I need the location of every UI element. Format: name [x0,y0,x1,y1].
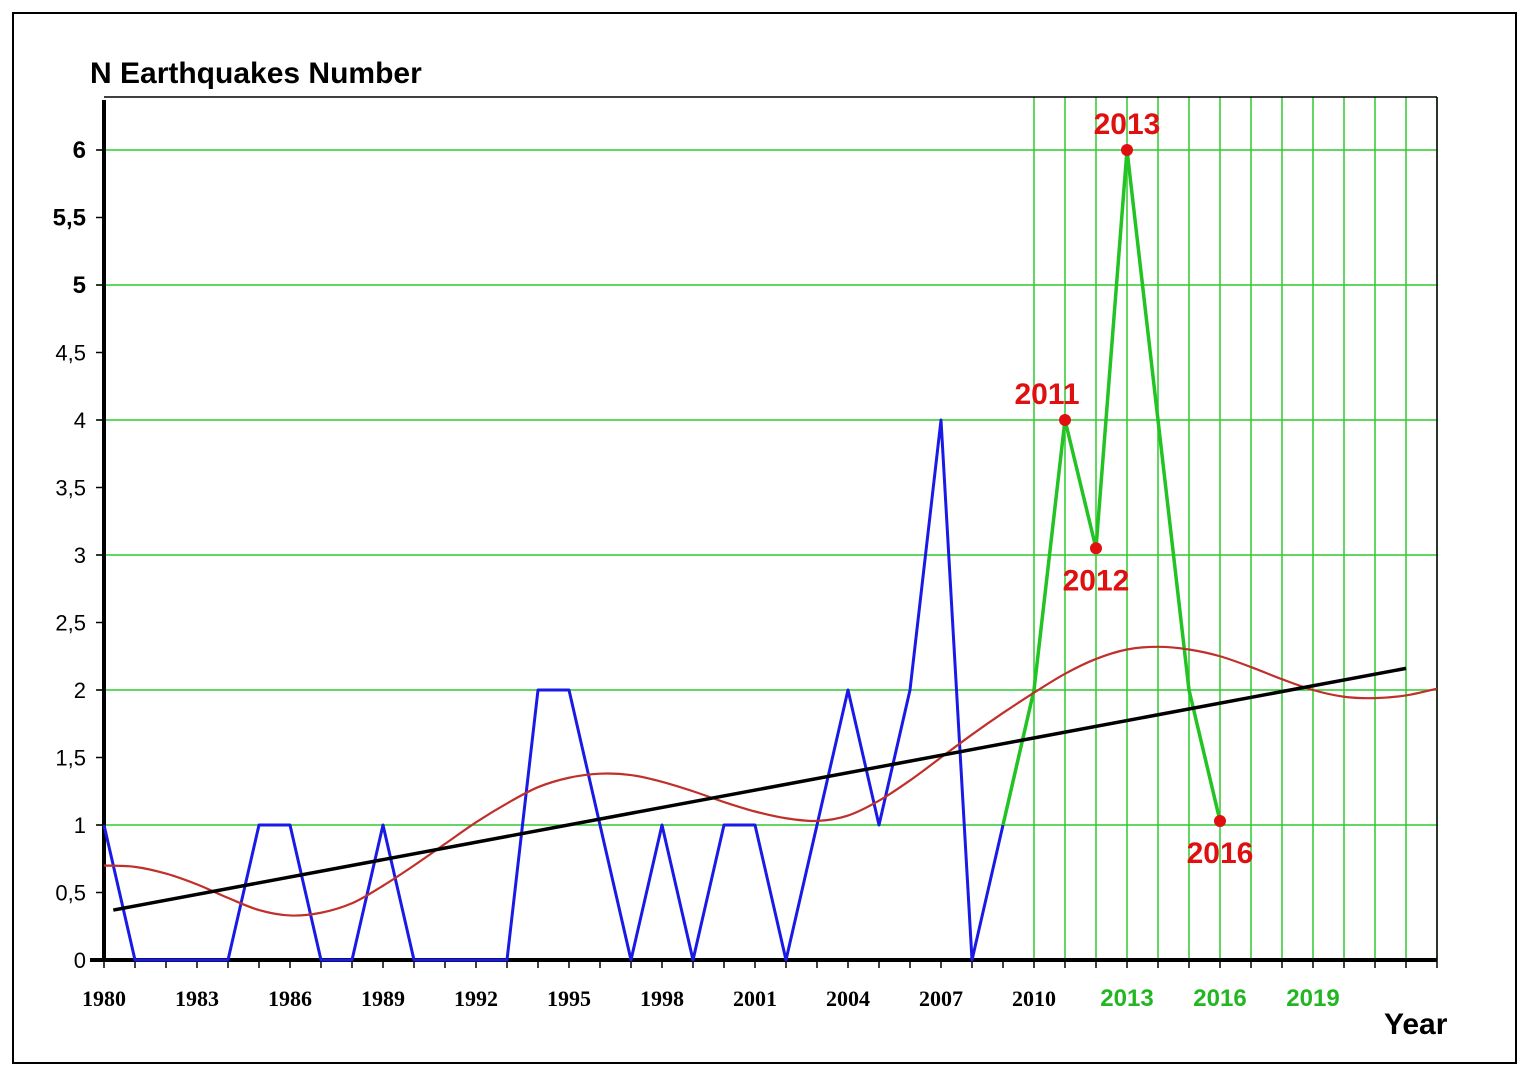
annotation-point-2012 [1090,542,1102,555]
x-tick-label: 1980 [82,986,126,1011]
x-axis-label: Year [1384,1008,1448,1041]
data-series [102,148,1438,962]
y-tick-label: 2,5 [55,611,86,636]
series-line-observed [102,418,1005,962]
chart-frame [12,12,1517,1064]
x-tick-label: 1989 [361,986,405,1011]
x-tick-label: 1998 [640,986,684,1011]
y-tick-label: 3,5 [55,476,86,501]
x-axis-ticks: 1980 1983 1986 1989 1992 1995 1998 2001 2004 2007… [82,960,1438,1012]
y-tick-label: 1 [74,813,86,838]
annotation-point-2013 [1121,144,1133,156]
point-annotations: 2011 2012 2013 2016 [1014,108,1253,870]
annotation-point-2011 [1059,414,1071,426]
x-tick-label: 2010 [1012,986,1056,1011]
y-tick-label: 5,5 [53,205,86,232]
y-tick-label: 1,5 [55,746,86,771]
x-tick-label: 2007 [919,986,963,1011]
series-line-forecast [1001,148,1222,826]
series-line-smoothed [103,645,1438,917]
annotation-label-2011: 2011 [1014,378,1079,411]
annotation-label-2013: 2013 [1094,108,1161,141]
y-tick-label: 3 [74,543,86,568]
series-line-trend [112,666,1407,912]
annotation-label-2012: 2012 [1063,564,1130,597]
x-tick-label: 2016 [1193,985,1246,1012]
x-tick-label: 2013 [1100,985,1153,1012]
y-tick-label: 5 [73,272,86,299]
x-tick-label: 2001 [733,986,777,1011]
x-tick-label: 1986 [268,986,312,1011]
annotation-point-2016 [1214,814,1226,827]
y-tick-label: 2 [74,678,86,703]
x-tick-label: 2004 [826,986,870,1011]
x-tick-label: 1992 [454,986,498,1011]
y-tick-label: 4,5 [55,341,86,366]
y-tick-label: 0 [74,948,86,973]
x-tick-label: 1983 [175,986,219,1011]
chart-title: N Earthquakes Number [90,57,422,90]
y-tick-label: 0,5 [55,881,86,906]
y-axis-ticks: 0 0,5 1 1,5 2 2,5 3 3,5 4 4,5 5 5,5 6 [53,137,104,973]
axes [90,96,1438,962]
grid-lines [97,97,1438,960]
x-tick-label: 2019 [1286,985,1339,1012]
y-tick-label: 6 [73,137,86,164]
annotation-label-2016: 2016 [1187,837,1254,870]
x-tick-label: 1995 [547,986,591,1011]
y-tick-label: 4 [74,408,86,433]
